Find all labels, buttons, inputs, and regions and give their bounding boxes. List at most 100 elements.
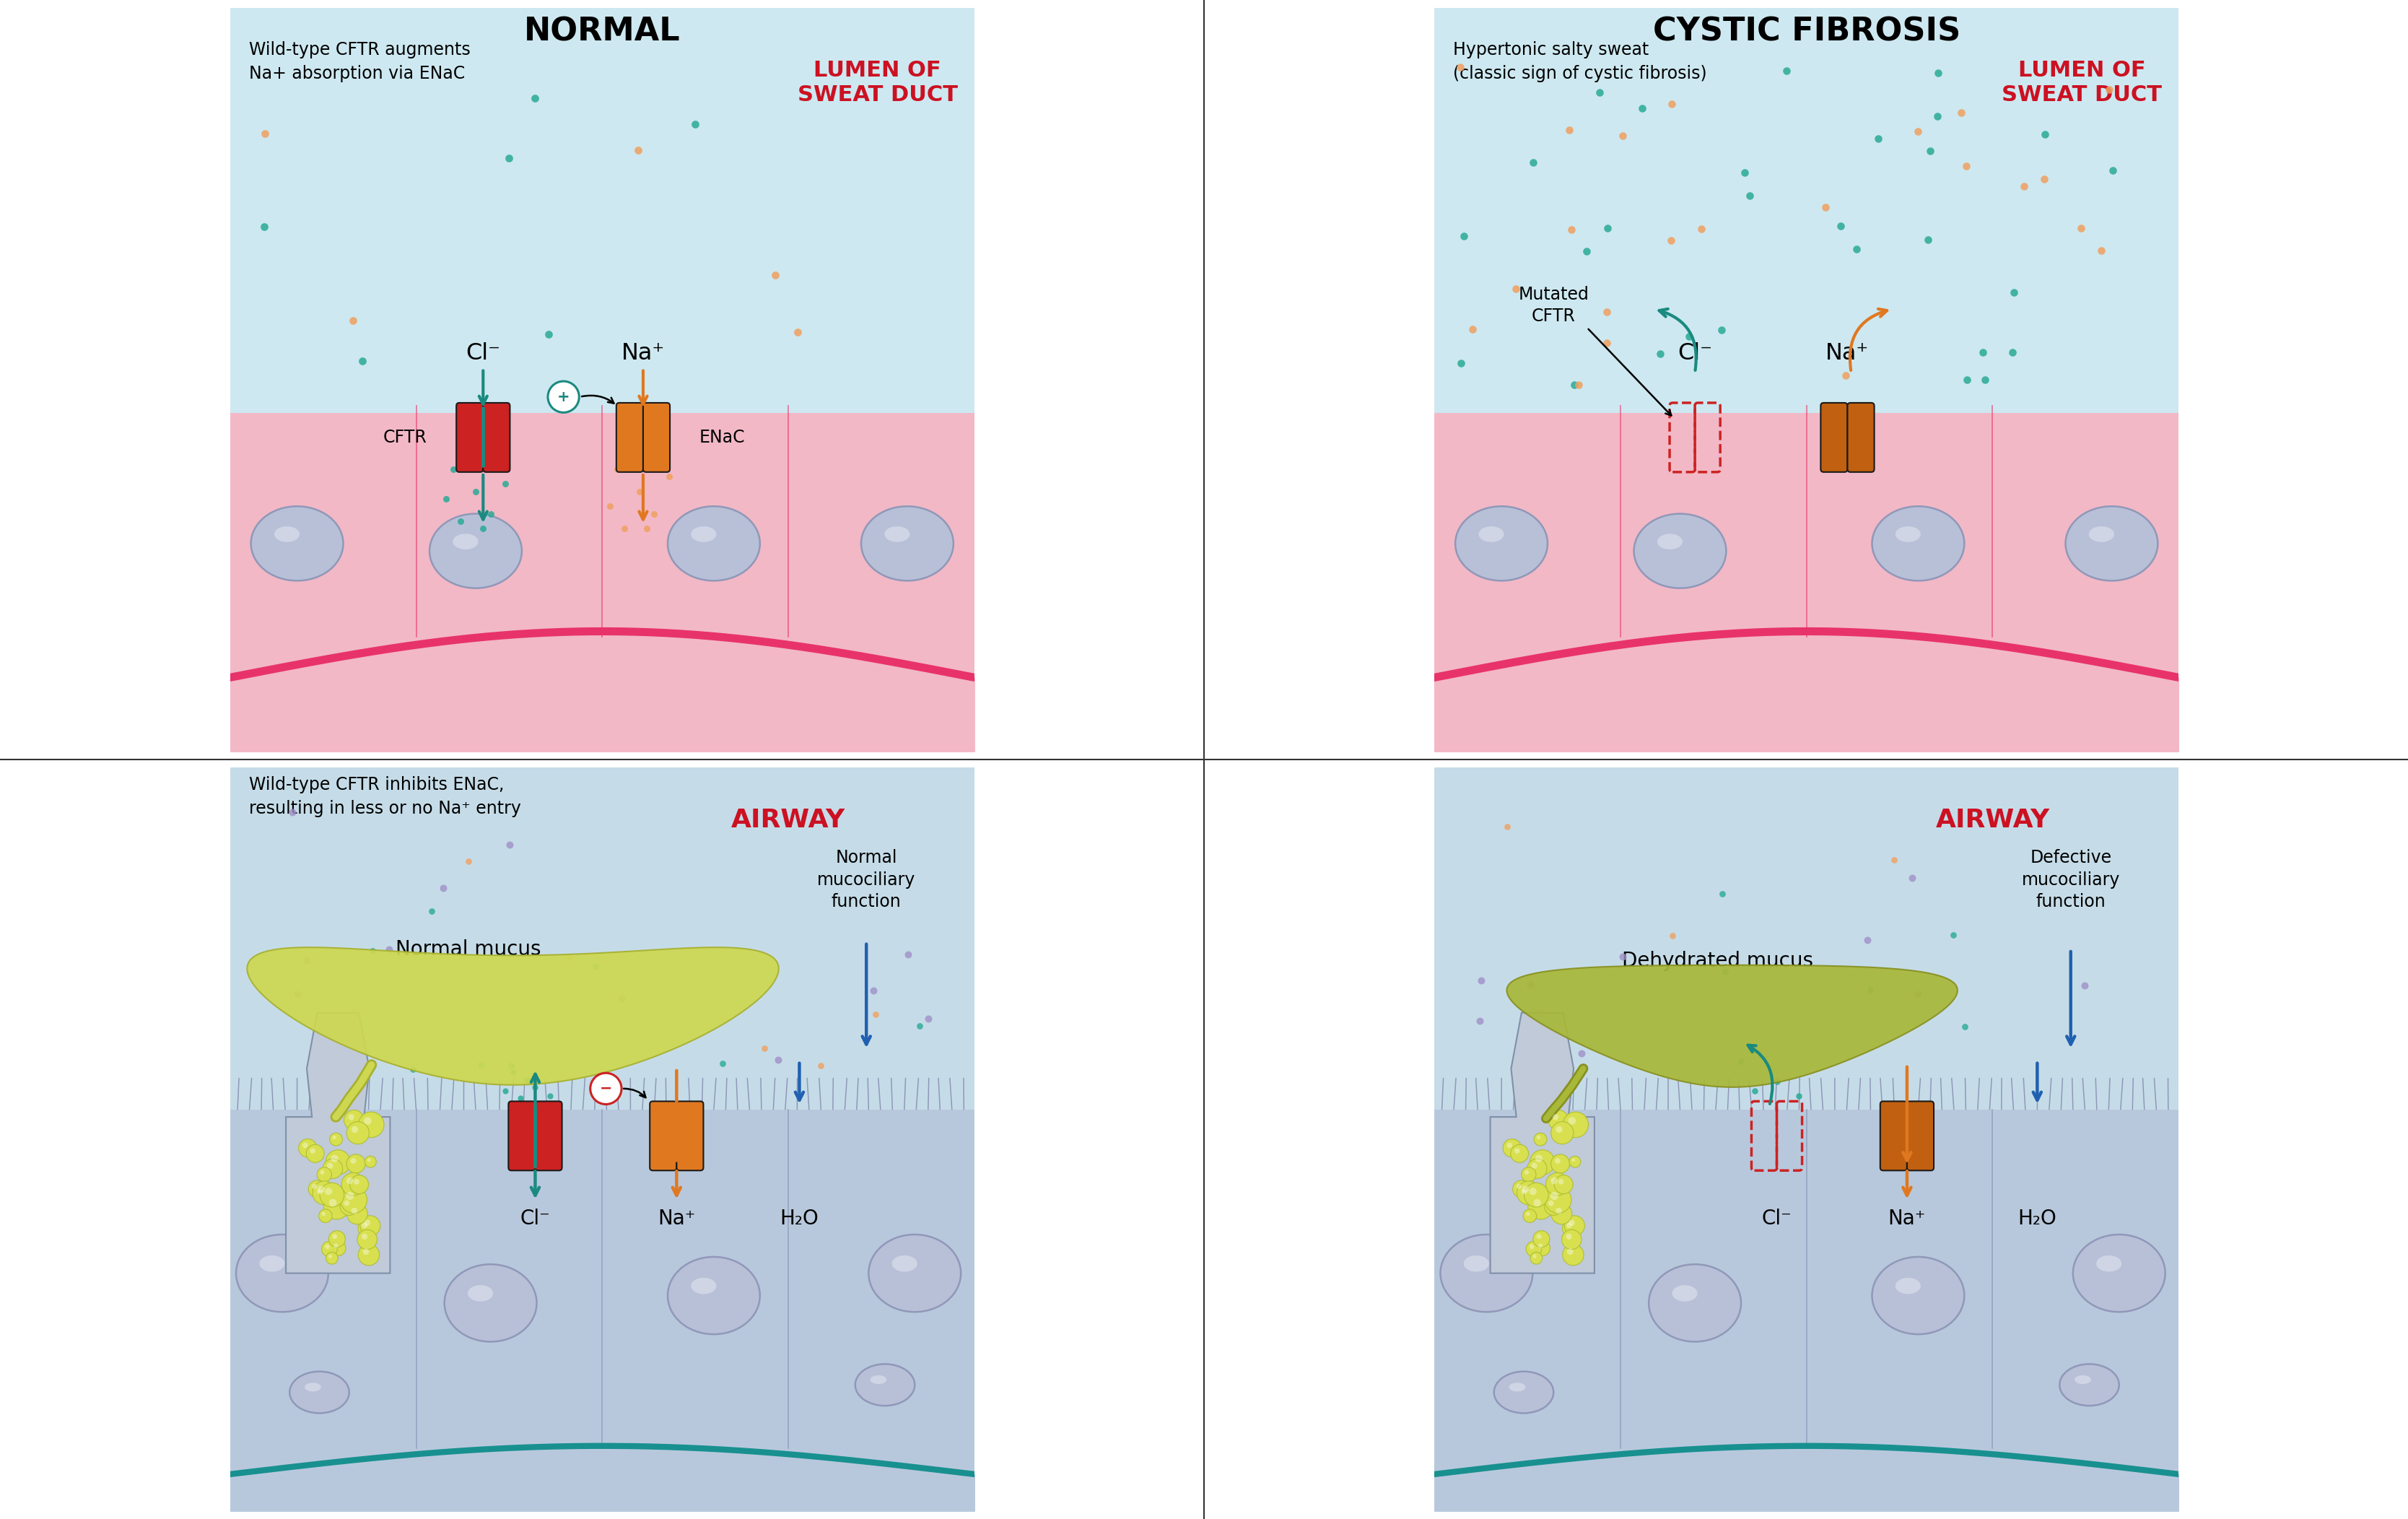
- Circle shape: [1524, 1183, 1548, 1208]
- Point: [460, 1053, 498, 1077]
- Circle shape: [349, 1113, 354, 1120]
- Circle shape: [1517, 1182, 1541, 1205]
- Circle shape: [364, 1156, 376, 1168]
- Point: [1442, 351, 1481, 375]
- Point: [1640, 342, 1678, 366]
- Point: [486, 1078, 525, 1103]
- Point: [1965, 368, 2003, 392]
- Circle shape: [340, 1186, 366, 1214]
- Circle shape: [335, 1244, 337, 1249]
- Point: [479, 450, 518, 474]
- Circle shape: [359, 1112, 383, 1138]
- Point: [1551, 217, 1589, 242]
- Point: [1898, 118, 1936, 143]
- Bar: [231, 413, 973, 636]
- Point: [1767, 59, 1806, 84]
- Ellipse shape: [667, 506, 759, 580]
- Text: Cl⁻: Cl⁻: [520, 1209, 549, 1229]
- Circle shape: [1568, 1220, 1575, 1226]
- Circle shape: [299, 1139, 318, 1157]
- Circle shape: [332, 1136, 337, 1139]
- Circle shape: [359, 1244, 380, 1265]
- Point: [590, 494, 628, 518]
- Circle shape: [1512, 1180, 1529, 1197]
- Text: H₂O: H₂O: [2018, 1209, 2056, 1229]
- Ellipse shape: [1454, 506, 1546, 580]
- Point: [1907, 228, 1946, 252]
- Point: [1806, 196, 1845, 220]
- FancyBboxPatch shape: [643, 403, 669, 472]
- Point: [515, 1075, 554, 1100]
- FancyBboxPatch shape: [650, 1101, 677, 1171]
- Point: [1820, 214, 1859, 238]
- Point: [1898, 983, 1936, 1007]
- Circle shape: [347, 1192, 354, 1200]
- Ellipse shape: [289, 1372, 349, 1413]
- Text: AIRWAY: AIRWAY: [1936, 808, 2049, 832]
- Circle shape: [347, 1203, 368, 1224]
- Point: [756, 263, 795, 287]
- Point: [855, 978, 893, 1003]
- Point: [1702, 317, 1741, 342]
- Ellipse shape: [2095, 1255, 2121, 1271]
- Text: ENaC: ENaC: [698, 430, 744, 447]
- Point: [1580, 81, 1618, 105]
- Circle shape: [1551, 1192, 1558, 1200]
- Ellipse shape: [1507, 1382, 1524, 1391]
- Ellipse shape: [691, 527, 715, 542]
- Ellipse shape: [1657, 533, 1683, 550]
- Circle shape: [364, 1116, 371, 1124]
- Text: Dehydrated mucus: Dehydrated mucus: [1621, 951, 1813, 971]
- Text: Normal mucus: Normal mucus: [395, 939, 542, 960]
- Circle shape: [1556, 1126, 1563, 1133]
- Circle shape: [1522, 1189, 1527, 1194]
- Circle shape: [356, 1229, 378, 1250]
- Point: [1780, 1085, 1818, 1109]
- FancyBboxPatch shape: [1820, 403, 1847, 472]
- FancyBboxPatch shape: [677, 1101, 703, 1171]
- Circle shape: [313, 1186, 330, 1203]
- Ellipse shape: [667, 1256, 759, 1334]
- Circle shape: [1544, 1186, 1570, 1214]
- Point: [2093, 158, 2131, 182]
- Circle shape: [349, 1176, 368, 1194]
- FancyBboxPatch shape: [455, 403, 484, 472]
- Point: [604, 516, 643, 541]
- Text: Defective
mucociliary
function: Defective mucociliary function: [2020, 849, 2119, 910]
- Circle shape: [1558, 1179, 1563, 1185]
- Point: [320, 1044, 359, 1068]
- Circle shape: [311, 1148, 315, 1153]
- Point: [277, 983, 315, 1007]
- Point: [1652, 924, 1690, 948]
- Circle shape: [325, 1188, 332, 1195]
- Circle shape: [1553, 1113, 1558, 1120]
- Point: [1623, 96, 1662, 120]
- Ellipse shape: [303, 1382, 320, 1391]
- Point: [1495, 276, 1534, 301]
- Point: [246, 214, 284, 238]
- Point: [354, 939, 393, 963]
- Text: Na⁺: Na⁺: [657, 1209, 696, 1229]
- Point: [1669, 324, 1707, 348]
- Ellipse shape: [1440, 1235, 1531, 1312]
- Text: CYSTIC FIBROSIS: CYSTIC FIBROSIS: [1652, 17, 1960, 47]
- Circle shape: [327, 1162, 332, 1168]
- Point: [1946, 153, 1984, 178]
- Polygon shape: [1491, 1013, 1594, 1273]
- Circle shape: [1560, 1229, 1582, 1250]
- Point: [1702, 883, 1741, 907]
- Point: [530, 1085, 568, 1109]
- Point: [619, 138, 657, 163]
- Circle shape: [1565, 1223, 1572, 1229]
- Text: Cl⁻: Cl⁻: [1676, 342, 1712, 365]
- Point: [650, 465, 689, 489]
- Point: [744, 1036, 783, 1060]
- Circle shape: [1531, 1230, 1548, 1247]
- Circle shape: [330, 1154, 337, 1162]
- Circle shape: [1503, 1139, 1522, 1157]
- Circle shape: [313, 1183, 318, 1189]
- Circle shape: [1527, 1159, 1546, 1179]
- Ellipse shape: [869, 1235, 961, 1312]
- Circle shape: [1553, 1157, 1560, 1164]
- Ellipse shape: [260, 1255, 284, 1271]
